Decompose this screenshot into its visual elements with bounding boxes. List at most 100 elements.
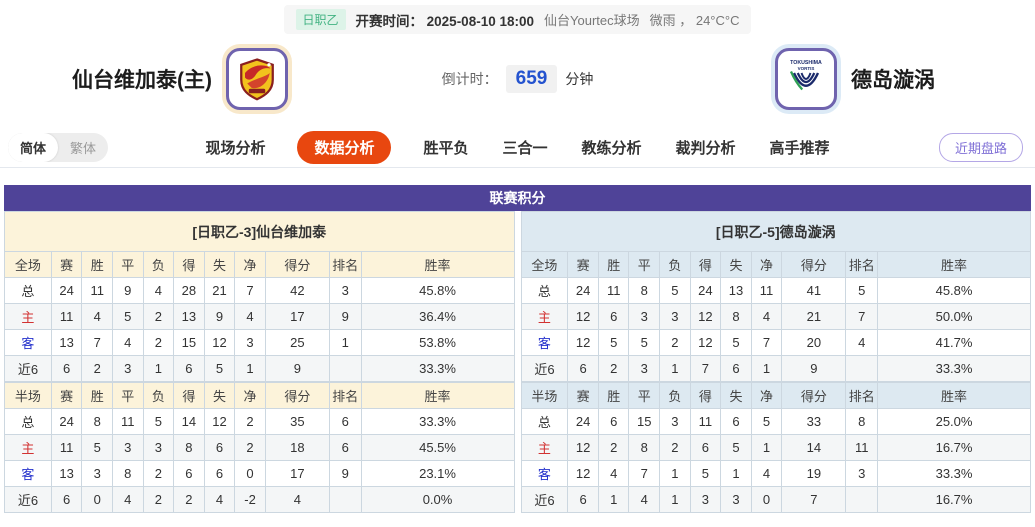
table-cell: 2 [234, 408, 266, 435]
match-meta: 日职乙 开赛时间： 2025-08-10 18:00 仙台Yourtec球场 微… [283, 5, 752, 34]
table-cell: 主 [520, 303, 569, 330]
table-cell: 2 [142, 460, 175, 487]
table-cell: 0 [81, 486, 113, 513]
table-cell: 9 [203, 303, 236, 330]
table-cell: 11 [845, 434, 879, 461]
table-cell: 13 [50, 329, 83, 356]
table-cell: 1 [328, 329, 362, 356]
weather-text: 微雨 ， 24°C°C [649, 13, 740, 28]
table-cell [845, 486, 879, 513]
table-cell: 8 [845, 408, 879, 435]
table-cell: 6 [597, 303, 630, 330]
lang-simplified[interactable]: 简体 [8, 133, 59, 162]
table-cell: 41.7% [877, 329, 1031, 356]
table-cell: 12 [689, 303, 722, 330]
column-header: 胜率 [360, 251, 515, 278]
table-cell: 11 [81, 277, 113, 304]
table-cell: 6 [50, 355, 83, 382]
svg-text:TOKUSHIMA: TOKUSHIMA [790, 60, 822, 66]
tab-data-analysis[interactable]: 数据分析 [297, 131, 392, 164]
table-cell: 9 [111, 277, 144, 304]
table-cell: 3 [234, 329, 266, 356]
table-cell: 45.8% [877, 277, 1031, 304]
home-table-title: [日职乙-3]仙台维加泰 [4, 211, 515, 251]
table-cell: 3 [845, 460, 879, 487]
table-cell: 42 [264, 277, 330, 304]
table-cell: 12 [567, 460, 599, 487]
table-cell: 14 [781, 434, 847, 461]
column-header: 胜率 [877, 251, 1031, 278]
vegalta-crest-icon [240, 58, 274, 101]
table-cell: 8 [81, 408, 113, 435]
table-cell: 4 [203, 486, 236, 513]
table-cell: 总 [520, 408, 569, 435]
recent-trends-button[interactable]: 近期盘路 [938, 133, 1023, 162]
column-header: 失 [203, 251, 236, 278]
tab-coach-analysis[interactable]: 教练分析 [581, 140, 642, 157]
table-cell: 3 [111, 434, 144, 461]
table-cell: 5 [597, 329, 630, 356]
table-cell: 4 [142, 277, 175, 304]
table-cell: 33 [781, 408, 847, 435]
table-cell: 5 [142, 408, 175, 435]
table-cell: 6 [203, 460, 236, 487]
table-cell: 近6 [4, 355, 52, 382]
table-cell: 总 [520, 277, 569, 304]
lang-traditional[interactable]: 繁体 [70, 141, 97, 156]
table-cell: 7 [628, 460, 661, 487]
table-cell: 5 [628, 329, 661, 356]
table-cell: 9 [328, 460, 362, 487]
table-cell: 2 [234, 434, 266, 461]
table-header-row: 半场赛胜平负得失净得分 排名 胜率 [520, 382, 1031, 409]
tab-expert-picks[interactable]: 高手推荐 [769, 140, 830, 157]
table-cell: 7 [234, 277, 266, 304]
table-cell: 9 [264, 355, 330, 382]
table-cell [328, 486, 362, 513]
table-cell: 6 [173, 355, 205, 382]
table-cell: 12 [203, 329, 236, 356]
table-cell: 3 [659, 408, 691, 435]
tab-live-analysis[interactable]: 现场分析 [205, 140, 266, 157]
table-cell: 0 [750, 486, 783, 513]
tab-three-in-one[interactable]: 三合一 [502, 140, 548, 157]
table-cell: 11 [689, 408, 722, 435]
table-cell: 9 [328, 303, 362, 330]
table-cell: 6 [328, 434, 362, 461]
table-cell: 25 [264, 329, 330, 356]
table-cell: 6 [720, 408, 752, 435]
table-cell: 3 [111, 355, 144, 382]
table-cell: 6 [720, 355, 752, 382]
tab-win-draw-lose[interactable]: 胜平负 [423, 140, 469, 157]
table-row: 主 11 5 3 3 8 6 2 18 6 45.5% [4, 434, 515, 461]
table-cell: 3 [628, 355, 661, 382]
table-cell: 2 [173, 486, 205, 513]
table-row: 客 12 5 5 2 12 5 7 20 4 41.7% [520, 329, 1031, 356]
tab-referee-analysis[interactable]: 裁判分析 [675, 140, 736, 157]
table-cell: 7 [781, 486, 847, 513]
table-cell: 主 [4, 434, 52, 461]
table-cell: 1 [597, 486, 630, 513]
home-halftime-table: 半场赛胜平负得失净得分 排名 胜率总 24 8 11 5 14 12 2 35 6 33.3% 主 11 5 3… [4, 382, 515, 513]
table-cell: 21 [781, 303, 847, 330]
countdown-label: 倒计时： [441, 71, 498, 87]
table-cell: 53.8% [360, 329, 515, 356]
table-cell: 15 [628, 408, 661, 435]
table-cell: 1 [659, 355, 691, 382]
column-header: 负 [659, 251, 691, 278]
table-cell: 17 [264, 303, 330, 330]
kickoff-time: 2025-08-10 18:00 [426, 13, 534, 29]
league-badge: 日职乙 [295, 9, 346, 30]
table-cell: 11 [111, 408, 144, 435]
table-cell: 24 [50, 277, 83, 304]
table-row: 总 24 11 9 4 28 21 7 42 3 45.8% [4, 277, 515, 304]
home-team-logo [226, 48, 288, 110]
table-header-row: 全场赛胜平负得失净得分 排名 胜率 [520, 251, 1031, 278]
away-team-name: 德岛漩涡 [851, 69, 935, 92]
table-row: 主 12 2 8 2 6 5 1 14 11 16.7% [520, 434, 1031, 461]
table-cell: 3 [720, 486, 752, 513]
table-cell: 12 [567, 329, 599, 356]
table-cell: 33.3% [877, 460, 1031, 487]
table-cell: 12 [689, 329, 722, 356]
table-cell: 2 [597, 355, 630, 382]
table-cell: 4 [597, 460, 630, 487]
